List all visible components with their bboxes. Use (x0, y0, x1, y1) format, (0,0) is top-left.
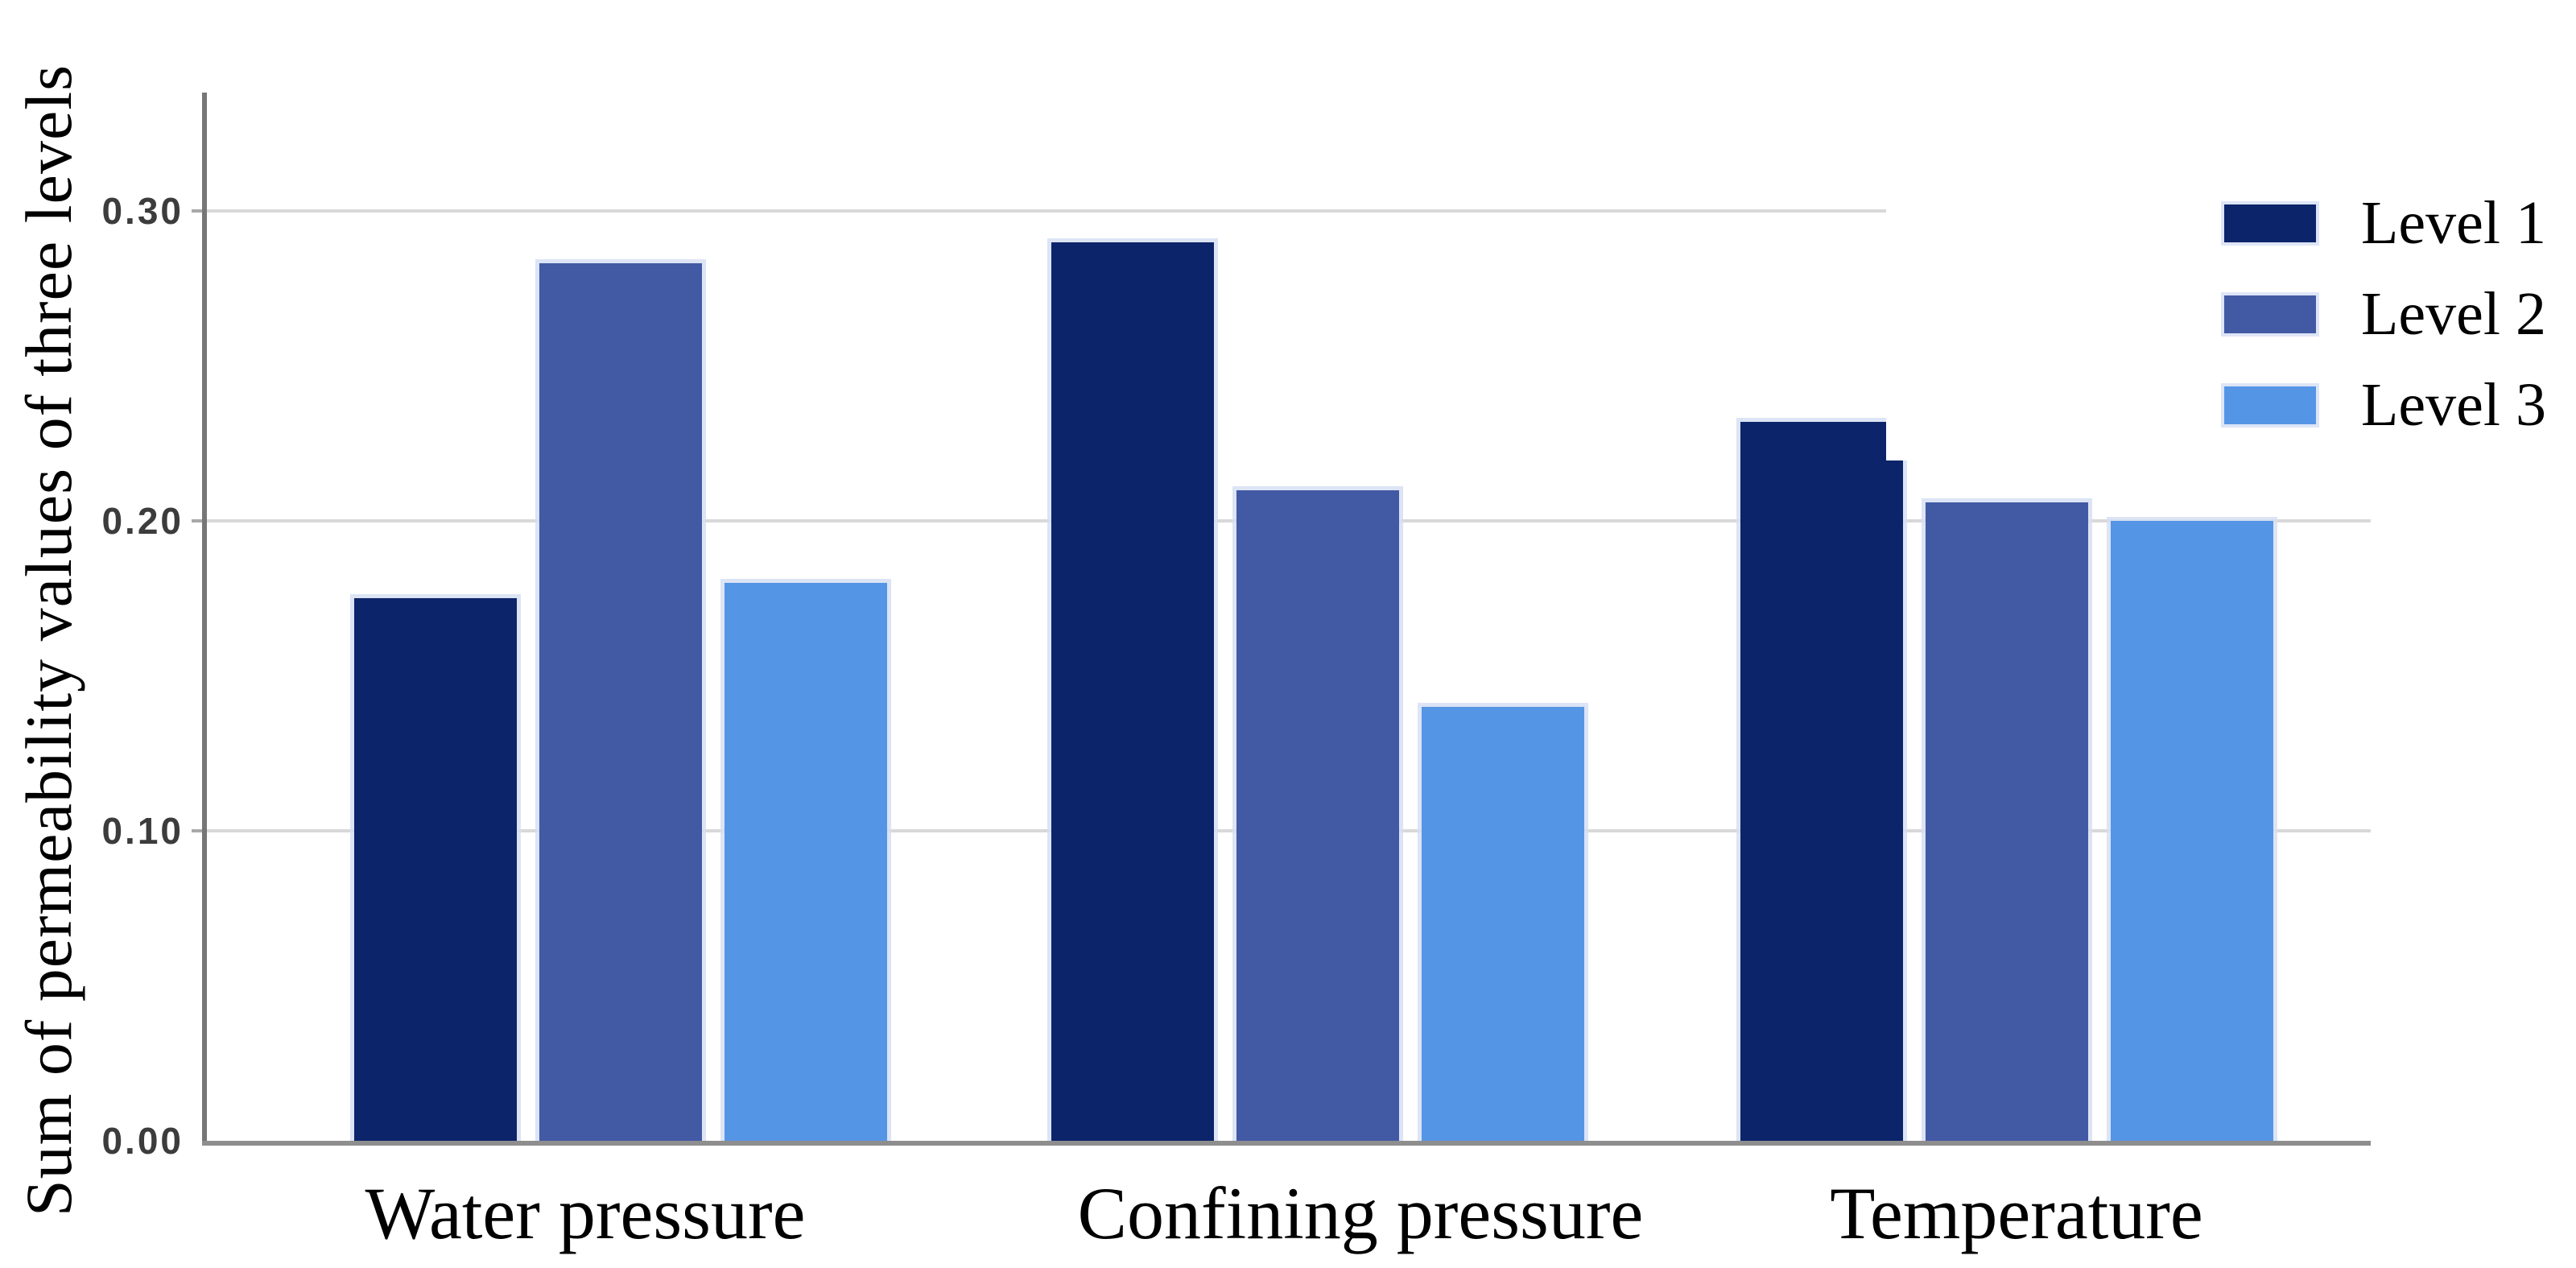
y-tick-label: 0.20 (101, 500, 184, 542)
bar-level-2-confining-pressure (1236, 489, 1399, 1141)
legend-label: Level 1 (2361, 188, 2547, 257)
legend: Level 1 Level 2 Level 3 (1886, 161, 2574, 461)
x-category-label-water-pressure: Water pressure (365, 1172, 806, 1254)
x-axis-line (202, 1141, 2371, 1146)
legend-item-level-2: Level 2 (2224, 280, 2546, 348)
x-category-label-temperature: Temperature (1830, 1172, 2203, 1254)
y-tick-label: 0.00 (101, 1120, 184, 1162)
bar-level-3-confining-pressure (1422, 707, 1584, 1141)
y-tick-label: 0.10 (101, 810, 184, 852)
bar-level-2-water-pressure (539, 263, 702, 1141)
legend-item-level-3: Level 3 (2224, 371, 2546, 439)
legend-swatch-level-2 (2224, 295, 2316, 333)
bar-level-3-water-pressure (724, 583, 887, 1141)
y-tick-mark (192, 829, 202, 832)
legend-swatch-level-3 (2224, 386, 2316, 424)
bar-level-1-water-pressure (354, 598, 517, 1141)
y-axis-line (202, 93, 207, 1146)
gridline-0.30 (207, 209, 2371, 213)
y-tick-mark (192, 519, 202, 522)
bar-level-1-confining-pressure (1051, 242, 1214, 1141)
y-tick-label: 0.30 (101, 190, 184, 232)
legend-label: Level 3 (2361, 370, 2547, 439)
y-tick-mark (192, 209, 202, 213)
legend-label: Level 2 (2361, 279, 2547, 348)
bar-level-3-temperature (2111, 521, 2273, 1141)
legend-item-level-1: Level 1 (2224, 189, 2546, 257)
legend-swatch-level-1 (2224, 204, 2316, 242)
bar-level-1-temperature (1740, 421, 1903, 1141)
bar-level-2-temperature (1926, 502, 2088, 1141)
x-category-label-confining-pressure: Confining pressure (1077, 1172, 1644, 1254)
